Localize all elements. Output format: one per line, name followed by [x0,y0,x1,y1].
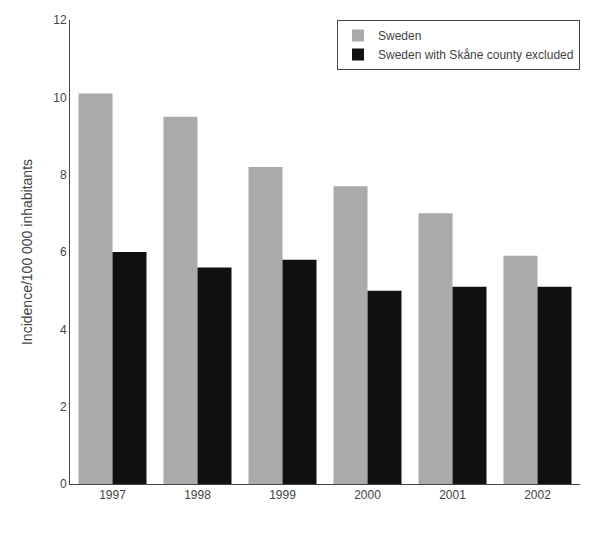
svg-text:0: 0 [60,477,67,491]
svg-text:4: 4 [60,323,67,337]
svg-text:1998: 1998 [184,488,211,502]
svg-text:8: 8 [60,168,67,182]
svg-text:2001: 2001 [439,488,466,502]
svg-text:2000: 2000 [354,488,381,502]
svg-text:12: 12 [53,13,67,27]
svg-text:10: 10 [53,91,67,105]
svg-text:2002: 2002 [524,488,551,502]
svg-text:1997: 1997 [99,488,126,502]
svg-text:6: 6 [60,245,67,259]
svg-text:2: 2 [60,400,67,414]
svg-text:Incidence/100 000 inhabitants: Incidence/100 000 inhabitants [19,159,35,345]
svg-text:Sweden: Sweden [378,29,421,43]
svg-text:Sweden with Skåne county exclu: Sweden with Skåne county excluded [378,48,573,62]
svg-text:1999: 1999 [269,488,296,502]
